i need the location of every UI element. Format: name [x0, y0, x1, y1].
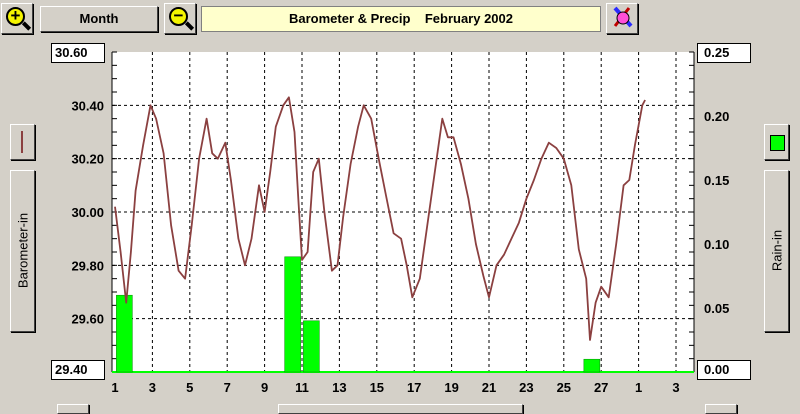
rain-series-toggle[interactable]: [764, 124, 789, 160]
x-tick-label: 9: [261, 380, 268, 395]
left-axis-max: 30.60: [51, 43, 105, 63]
x-tick-label: 15: [370, 380, 384, 395]
x-tick-label: 17: [407, 380, 421, 395]
plot-area: [112, 52, 694, 372]
rain-bar: [284, 256, 301, 373]
right-axis-tick-label: 0.10: [704, 237, 729, 252]
x-tick-label: 7: [224, 380, 231, 395]
x-tick-label: 5: [186, 380, 193, 395]
left-axis-tick-label: 30.00: [71, 205, 104, 220]
x-tick-label: 3: [672, 380, 679, 395]
x-tick-label: 1: [111, 380, 118, 395]
rain-bar: [583, 358, 601, 373]
zoom-in-icon: +: [6, 7, 25, 26]
x-tick-label: 19: [444, 380, 458, 395]
x-tick-label: 27: [594, 380, 608, 395]
left-axis-tick-label: 30.40: [71, 98, 104, 113]
right-axis-tick-label: 0.05: [704, 301, 729, 316]
rain-bar: [116, 294, 133, 373]
left-axis-tick-label: 29.60: [71, 312, 104, 327]
x-tick-label: 25: [557, 380, 571, 395]
x-tick-label: 1: [635, 380, 642, 395]
right-axis-tick-label: 0.15: [704, 173, 729, 188]
barometer-axis-label: Barometer-in: [15, 212, 31, 289]
magnifier-handle: [184, 21, 195, 31]
rain-axis-label: Rain-in: [769, 229, 785, 272]
x-tick-label: 13: [332, 380, 346, 395]
zoom-out-button[interactable]: −: [164, 3, 196, 34]
barometer-series-toggle[interactable]: [10, 124, 35, 160]
rain-axis-button[interactable]: Rain-in: [764, 170, 789, 332]
x-tick-label: 11: [295, 380, 309, 395]
paint-icon: [613, 6, 633, 28]
rain-bar: [303, 320, 320, 373]
left-axis-tick-label: 30.20: [71, 152, 104, 167]
scroll-right-button[interactable]: [705, 404, 737, 414]
zoom-out-icon: −: [169, 7, 188, 26]
rain-bar-swatch: [770, 135, 785, 151]
x-tick-label: 23: [519, 380, 533, 395]
zoom-in-button[interactable]: +: [1, 3, 33, 34]
left-axis-tick-label: 29.80: [71, 258, 104, 273]
barometer-line: [114, 96, 646, 341]
x-tick-label: 3: [149, 380, 156, 395]
barometer-line-swatch: [21, 131, 23, 153]
color-settings-button[interactable]: [606, 3, 638, 34]
right-axis-max: 0.25: [697, 43, 751, 63]
right-axis-min: 0.00: [697, 360, 751, 380]
x-tick-label: 21: [482, 380, 496, 395]
scroll-left-button[interactable]: [57, 404, 89, 414]
magnifier-handle: [21, 21, 32, 31]
scroll-thumb[interactable]: [278, 404, 523, 414]
period-button[interactable]: Month: [40, 6, 158, 32]
right-axis-tick-label: 0.20: [704, 109, 729, 124]
barometer-axis-button[interactable]: Barometer-in: [10, 170, 35, 332]
chart-title: Barometer & Precip February 2002: [201, 6, 601, 32]
left-axis-min: 29.40: [51, 360, 105, 380]
